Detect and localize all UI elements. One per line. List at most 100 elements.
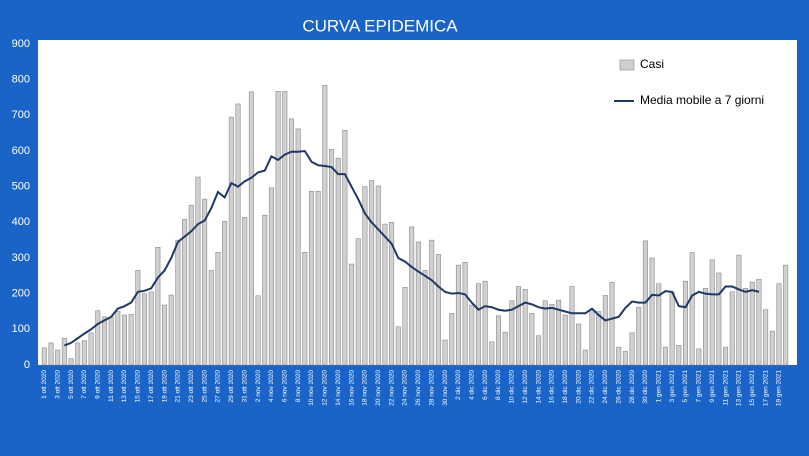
x-tick-label: 18 nov 2020 xyxy=(362,370,369,406)
x-tick-label: 23 ott 2020 xyxy=(188,370,195,403)
bar xyxy=(55,349,61,366)
x-tick-label: 16 dic 2020 xyxy=(549,370,556,404)
bar xyxy=(101,316,107,366)
bar xyxy=(582,349,588,366)
x-tick-label: 27 ott 2020 xyxy=(215,370,222,403)
bar xyxy=(709,259,715,366)
x-tick-label: 9 gen 2021 xyxy=(709,370,716,403)
y-tick-label: 600 xyxy=(12,145,30,157)
x-tick-label: 7 gen 2021 xyxy=(696,370,703,403)
bar xyxy=(549,304,555,366)
x-tick-label: 18 dic 2020 xyxy=(562,370,569,404)
bar xyxy=(389,222,395,366)
x-tick-label: 22 nov 2020 xyxy=(388,370,395,406)
x-tick-label: 25 ott 2020 xyxy=(201,370,208,403)
bar xyxy=(115,311,121,366)
x-tick-label: 28 nov 2020 xyxy=(428,370,435,406)
legend-swatch xyxy=(619,59,635,71)
bar xyxy=(228,116,234,366)
x-tick-label: 28 dic 2020 xyxy=(629,370,636,404)
y-tick-label: 700 xyxy=(12,109,30,121)
bar xyxy=(382,223,388,366)
bar xyxy=(636,306,642,366)
legend-label: Media mobile a 7 giorni xyxy=(640,93,764,107)
bar xyxy=(542,300,548,366)
bar xyxy=(335,157,341,366)
bar xyxy=(763,309,769,366)
bar xyxy=(602,295,608,366)
bar xyxy=(776,283,782,366)
bar xyxy=(429,239,435,366)
x-tick-label: 6 nov 2020 xyxy=(281,370,288,403)
bar xyxy=(155,247,161,366)
bar xyxy=(469,304,475,366)
bar xyxy=(409,226,415,366)
bar xyxy=(275,91,281,366)
bar xyxy=(442,339,448,366)
bar xyxy=(395,326,401,366)
bar xyxy=(662,346,668,366)
bar xyxy=(168,294,174,366)
bar xyxy=(783,264,789,366)
bar xyxy=(188,204,194,366)
x-tick-label: 2 dic 2020 xyxy=(455,370,462,400)
bar xyxy=(61,337,67,366)
bar xyxy=(315,191,321,366)
bar xyxy=(482,280,488,366)
legend-label: Casi xyxy=(640,57,664,71)
bar xyxy=(402,286,408,366)
x-tick-label: 16 nov 2020 xyxy=(348,370,355,406)
x-tick-label: 14 nov 2020 xyxy=(335,370,342,406)
bar xyxy=(415,241,421,366)
bar xyxy=(769,330,775,366)
line xyxy=(64,149,760,347)
bar xyxy=(81,340,87,366)
x-tick-label: 29 ott 2020 xyxy=(228,370,235,403)
bar xyxy=(536,335,542,366)
bar xyxy=(616,346,622,366)
bar xyxy=(656,283,662,366)
x-tick-label: 19 ott 2020 xyxy=(161,370,168,403)
bar xyxy=(121,314,127,366)
x-tick-label: 11 ott 2020 xyxy=(108,370,115,402)
bar xyxy=(148,291,154,366)
bar xyxy=(282,91,288,366)
x-tick-label: 6 dic 2020 xyxy=(482,370,489,400)
bar xyxy=(262,214,268,366)
y-tick-label: 200 xyxy=(12,288,30,300)
bar xyxy=(736,254,742,366)
bar xyxy=(489,341,495,366)
bar xyxy=(703,288,709,366)
bar xyxy=(329,149,335,366)
bar xyxy=(248,91,254,366)
bar xyxy=(462,261,468,366)
x-tick-label: 4 dic 2020 xyxy=(468,370,475,400)
bar xyxy=(596,311,602,366)
bar xyxy=(435,254,441,366)
bar xyxy=(362,186,368,366)
x-tick-label: 8 dic 2020 xyxy=(495,370,502,400)
bar xyxy=(349,263,355,366)
bar xyxy=(696,348,702,366)
bar xyxy=(208,270,214,366)
x-tick-label: 22 dic 2020 xyxy=(589,370,596,404)
bar xyxy=(649,257,655,366)
bar xyxy=(676,345,682,366)
bar xyxy=(135,270,141,366)
x-tick-label: 8 nov 2020 xyxy=(295,370,302,403)
x-tick-label: 7 ott 2020 xyxy=(81,370,88,399)
x-tick-label: 9 ott 2020 xyxy=(94,370,101,399)
bar xyxy=(516,286,522,366)
bar xyxy=(716,272,722,366)
bar xyxy=(502,331,508,366)
bar xyxy=(295,128,301,366)
bar xyxy=(743,288,749,366)
bar xyxy=(68,358,74,366)
bar xyxy=(756,279,762,366)
bar xyxy=(422,270,428,366)
x-tick-label: 17 ott 2020 xyxy=(148,370,155,403)
bar xyxy=(308,191,314,366)
y-tick-label: 100 xyxy=(12,323,30,335)
bar xyxy=(609,281,615,366)
